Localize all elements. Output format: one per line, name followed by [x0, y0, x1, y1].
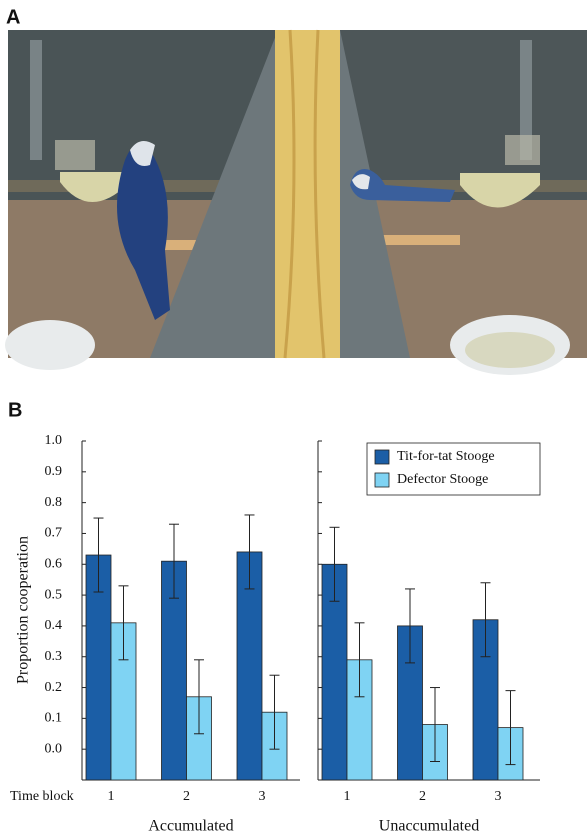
panel-label: A: [6, 6, 20, 28]
y-tick-label: 0.5: [45, 587, 63, 602]
page: {"figure": {"labels": ["A", "B"]}, "char…: [0, 0, 587, 836]
x-tick-label: 3: [495, 789, 502, 804]
x-axis-label: Time block: [10, 789, 74, 804]
y-axis-label: Proportion cooperation: [15, 536, 32, 684]
legend-label: Defector Stooge: [397, 472, 488, 487]
legend-swatch: [375, 450, 389, 464]
x-tick-label: 3: [259, 789, 266, 804]
x-tick-label: 1: [108, 789, 115, 804]
y-tick-label: 0.3: [45, 649, 63, 664]
legend-swatch: [375, 473, 389, 487]
x-tick-label: 2: [183, 789, 190, 804]
y-tick-label: 0.8: [45, 495, 63, 510]
y-tick-label: 0.1: [45, 711, 63, 726]
y-tick-label: 0.6: [45, 556, 63, 571]
y-tick-label: 0.4: [45, 618, 63, 633]
group-label: Unaccumulated: [379, 818, 479, 835]
x-tick-label: 1: [344, 789, 351, 804]
x-tick-label: 2: [419, 789, 426, 804]
y-tick-label: 0.9: [45, 464, 63, 479]
group-label: Accumulated: [148, 818, 233, 835]
panel-label: B: [8, 399, 22, 421]
y-tick-label: 0.7: [45, 526, 63, 541]
figure: A B Proportion cooperation Time block 0.…: [0, 0, 587, 836]
photo: [5, 30, 587, 375]
y-tick-label: 0.0: [45, 741, 63, 756]
legend-label: Tit-for-tat Stooge: [397, 449, 495, 464]
y-tick-label: 0.2: [45, 680, 63, 695]
y-tick-label: 1.0: [45, 433, 63, 448]
